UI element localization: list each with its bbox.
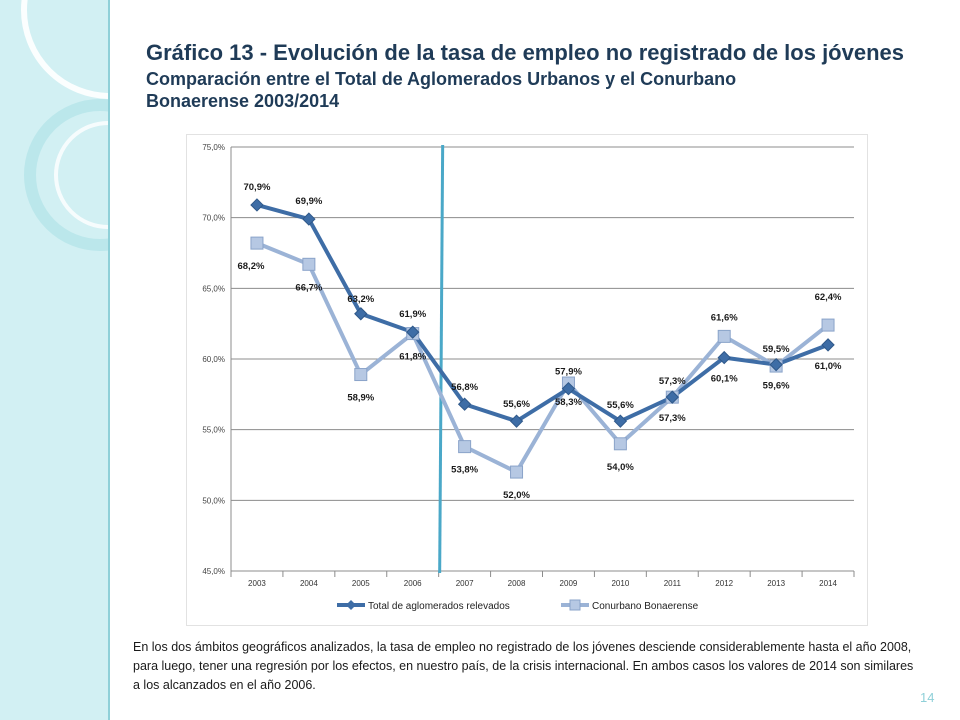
page-number: 14 — [920, 690, 935, 705]
data-label-conurbano: 53,8% — [451, 465, 478, 476]
data-label-total: 63,2% — [347, 294, 374, 305]
legend-marker-total — [346, 600, 356, 610]
data-label-total: 57,3% — [659, 376, 686, 387]
x-tick-label: 2007 — [456, 579, 474, 588]
series-line-total — [256, 203, 829, 424]
data-label-conurbano: 58,9% — [347, 393, 374, 404]
vertical-marker-line — [438, 144, 445, 574]
marker-total — [250, 198, 264, 212]
x-tick-label: 2009 — [560, 579, 578, 588]
marker-total — [821, 338, 835, 352]
data-label-total: 70,9% — [243, 182, 270, 193]
line-chart: 45,0% 50,0% 55,0% 60,0% 65,0% 70,0% 75,0% 2003 2… — [202, 143, 855, 612]
x-tick-label: 2005 — [352, 579, 370, 588]
y-tick-label: 65,0% — [202, 284, 225, 293]
marker-total — [406, 325, 420, 339]
marker-total — [302, 212, 316, 226]
data-label-total: 56,8% — [451, 382, 478, 393]
slide-title: Gráfico 13 - Evolución de la tasa de emp… — [146, 40, 905, 65]
y-tick-label: 70,0% — [202, 214, 225, 223]
marker-conurbano — [354, 368, 368, 382]
decorative-circles — [21, 0, 108, 251]
data-label-total: 61,0% — [815, 361, 842, 372]
data-label-conurbano: 66,7% — [295, 282, 322, 293]
x-tick-label: 2012 — [715, 579, 733, 588]
x-tick-label: 2004 — [300, 579, 318, 588]
slide-subtitle: Comparación entre el Total de Aglomerado… — [146, 69, 737, 111]
y-tick-label: 55,0% — [202, 426, 225, 435]
x-tick-label: 2008 — [508, 579, 526, 588]
marker-conurbano — [458, 440, 472, 454]
title-block: Gráfico 13 - Evolución de la tasa de emp… — [146, 40, 946, 112]
data-label-conurbano: 52,0% — [503, 490, 530, 501]
x-tick-label: 2011 — [664, 579, 682, 588]
y-tick-label: 60,0% — [202, 355, 225, 364]
data-label-conurbano: 61,8% — [399, 352, 426, 363]
marker-total — [769, 357, 783, 372]
y-tick-label: 50,0% — [202, 496, 225, 505]
x-tick-label: 2014 — [819, 579, 837, 588]
marker-total — [509, 414, 524, 428]
marker-conurbano — [821, 318, 835, 332]
data-label-total: 61,9% — [399, 309, 426, 320]
marker-total — [717, 350, 731, 365]
x-tick-label: 2010 — [611, 579, 629, 588]
data-label-conurbano: 58,3% — [555, 397, 582, 408]
marker-total — [665, 390, 679, 404]
description-paragraph: En los dos ámbitos geográficos analizado… — [133, 640, 914, 692]
y-tick-label: 75,0% — [202, 143, 225, 152]
marker-total — [457, 397, 472, 411]
data-label-conurbano: 68,2% — [237, 261, 264, 272]
data-label-conurbano: 61,6% — [711, 312, 738, 323]
series-line-conurbano — [256, 241, 830, 475]
marker-conurbano — [717, 329, 731, 343]
side-divider — [108, 0, 110, 720]
decorative-side-band — [0, 0, 108, 720]
x-tick-label: 2003 — [248, 579, 266, 588]
data-label-total: 59,6% — [763, 381, 790, 392]
data-label-conurbano: 59,5% — [763, 344, 790, 355]
legend-label-total: Total de aglomerados relevados — [368, 601, 510, 612]
x-tick-label: 2006 — [404, 579, 422, 588]
y-tick-label: 45,0% — [202, 567, 225, 576]
chart-container: 45,0% 50,0% 55,0% 60,0% 65,0% 70,0% 75,0% 2003 2… — [186, 134, 868, 626]
data-label-conurbano: 54,0% — [607, 462, 634, 473]
marker-conurbano — [510, 465, 524, 479]
marker-conurbano — [250, 236, 264, 250]
marker-total — [354, 307, 368, 321]
data-label-total: 69,9% — [295, 196, 322, 207]
marker-conurbano — [302, 257, 316, 271]
marker-total — [613, 414, 628, 428]
legend-label-conurbano: Conurbano Bonaerense — [592, 601, 699, 612]
marker-conurbano — [613, 437, 627, 451]
data-label-total: 60,1% — [711, 374, 738, 385]
data-label-total: 55,6% — [607, 400, 634, 411]
legend-marker-conurbano — [569, 599, 581, 611]
data-label-conurbano: 62,4% — [815, 292, 842, 303]
data-label-total: 55,6% — [503, 399, 530, 410]
data-label-conurbano: 57,3% — [659, 413, 686, 424]
x-tick-label: 2013 — [767, 579, 785, 588]
data-label-total: 57,9% — [555, 367, 582, 378]
marker-total — [561, 381, 576, 396]
